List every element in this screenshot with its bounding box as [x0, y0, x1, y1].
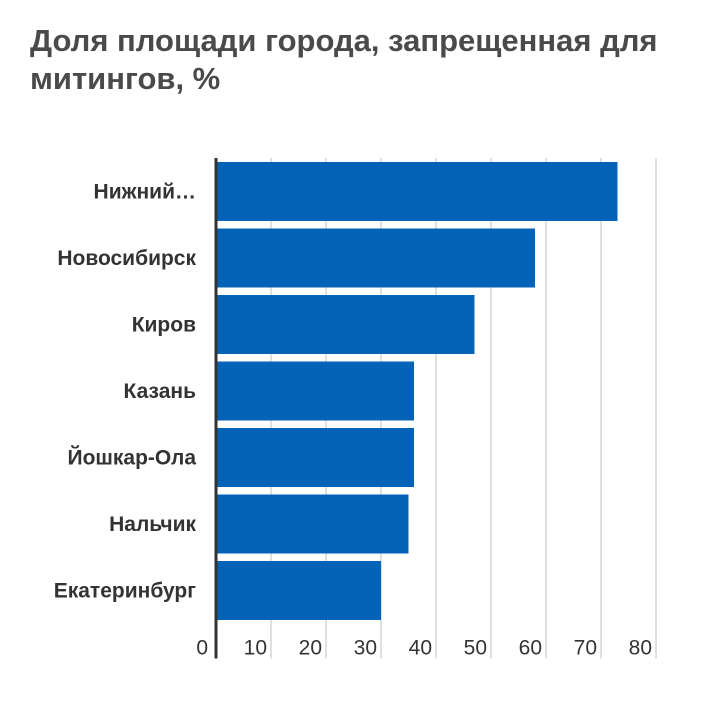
x-tick-labels: 0 10 20 30 40 50 60 70 80 — [196, 637, 652, 660]
x-tick-label-40: 40 — [409, 637, 432, 660]
bar-1 — [216, 228, 535, 288]
category-label-5: Нальчик — [109, 513, 196, 536]
x-tick-label-30: 30 — [354, 637, 377, 660]
bar-3 — [216, 361, 414, 421]
category-label-6: Екатеринбург — [54, 580, 197, 603]
category-label-2: Киров — [132, 314, 196, 337]
bar-6 — [216, 561, 381, 620]
x-tick-label-10: 10 — [244, 637, 267, 660]
bar-2 — [216, 295, 475, 354]
bar-0 — [216, 162, 618, 221]
x-tick-label-70: 70 — [574, 637, 597, 660]
x-tick-label-50: 50 — [464, 637, 487, 660]
x-tick-label-0: 0 — [196, 637, 208, 660]
bar-5 — [216, 494, 409, 554]
category-label-4: Йошкар-Ола — [67, 446, 196, 470]
bars — [216, 162, 618, 620]
chart-title: Доля площади города, запрещенная для мит… — [30, 23, 658, 96]
bar-4 — [216, 428, 414, 487]
x-tick-label-60: 60 — [519, 637, 542, 660]
x-tick-label-20: 20 — [299, 637, 322, 660]
category-label-0: Нижний… — [94, 181, 196, 204]
x-tick-label-80: 80 — [629, 637, 652, 660]
category-label-1: Новосибирск — [57, 247, 196, 270]
category-labels: Нижний… Новосибирск Киров Казань Йошкар-Ола Н… — [54, 181, 197, 603]
category-label-3: Казань — [124, 380, 197, 403]
